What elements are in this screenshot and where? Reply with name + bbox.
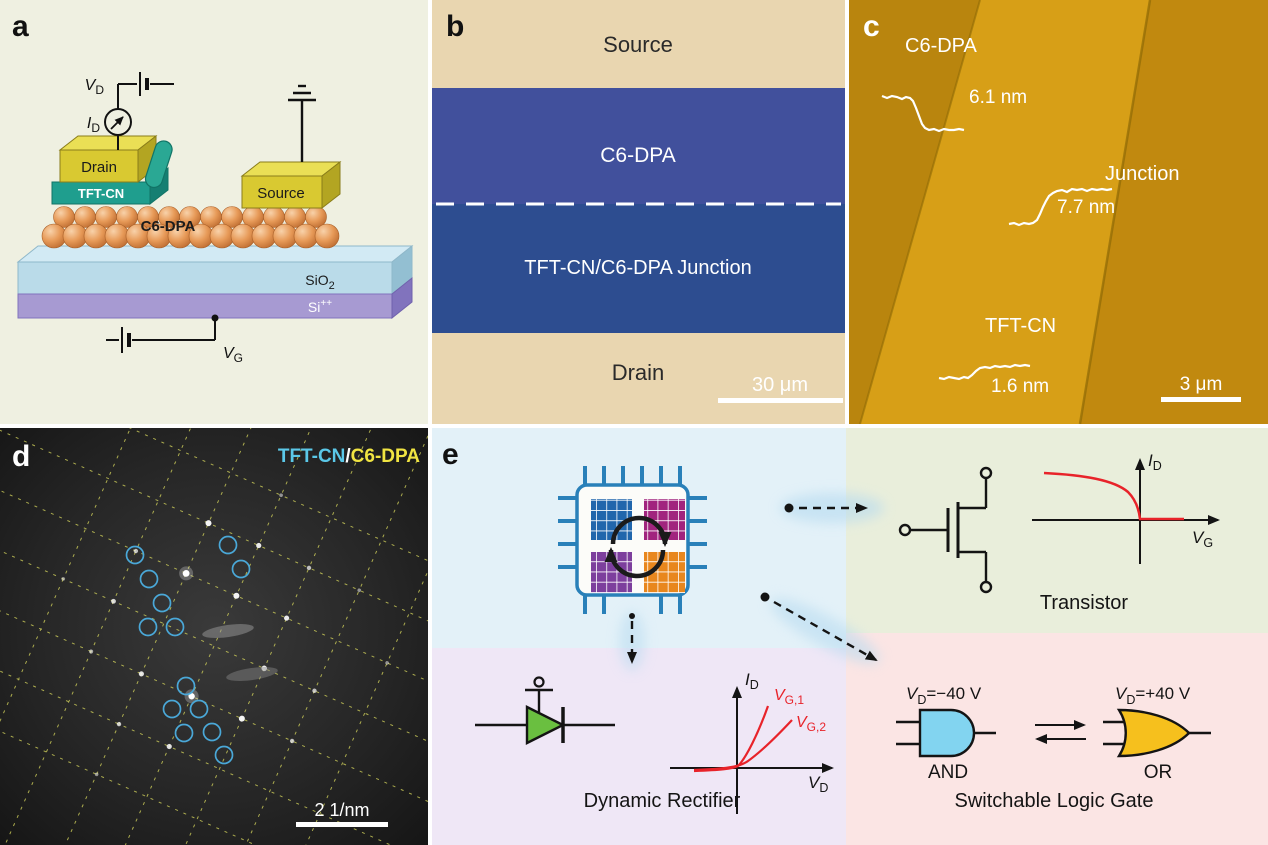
- diode-symbol-icon: [475, 676, 615, 745]
- vd-pos-label: VD=+40 V: [1115, 684, 1191, 707]
- drain-region-label: Drain: [612, 360, 665, 385]
- source-electrode: [240, 160, 342, 210]
- scalebar-text: 2 1/nm: [314, 800, 369, 820]
- or-gate-label: OR: [1144, 762, 1173, 783]
- dashed-connectors: [627, 503, 878, 664]
- panel-e-applications-schematic: e: [432, 428, 1268, 845]
- rectifier-iv-graph: ID VD VG,1 VG,2: [670, 670, 834, 814]
- scalebar-text: 30 μm: [752, 374, 808, 396]
- transistor-symbol-icon: [898, 466, 993, 594]
- terrace-edge-2: [1078, 0, 1152, 424]
- panel-a-label: a: [12, 10, 29, 43]
- step-height-2: 7.7 nm: [1057, 197, 1115, 218]
- vd-axis-label: VD: [808, 773, 828, 795]
- panel-b-optical-image: b Source C6-DPA TFT-CN/C6-DPA Junction D…: [432, 0, 845, 424]
- logic-caption: Switchable Logic Gate: [954, 790, 1153, 812]
- scalebar: [1161, 397, 1241, 402]
- source-label: Source: [257, 185, 305, 202]
- panel-d-diffraction-pattern: d TFT-CN/C6-DPA 2 1/nm: [0, 428, 428, 845]
- rectifier-caption: Dynamic Rectifier: [584, 790, 741, 812]
- drain-circuit-wires: [117, 72, 174, 150]
- terrace-edge-1: [859, 0, 981, 424]
- source-region-label: Source: [603, 32, 673, 57]
- reciprocal-lattice-grid: [0, 428, 428, 845]
- drain-label: Drain: [81, 159, 117, 176]
- molecule-cylinder-icon: [144, 140, 173, 189]
- chip-pins: [558, 466, 707, 614]
- id-label: ID: [87, 115, 100, 135]
- or-gate-icon: [1103, 708, 1211, 758]
- profile-tftcn: [938, 363, 1031, 381]
- si-label: Si++: [308, 298, 332, 315]
- ground-icon: [288, 84, 316, 162]
- panel-a-device-schematic: a SiO2 Si++: [0, 0, 428, 424]
- and-gate-label: AND: [928, 762, 968, 783]
- panel-b-label: b: [446, 10, 464, 43]
- vg-label: VG: [223, 345, 243, 365]
- gate-circuit-wires: [106, 318, 216, 353]
- id-axis-label: ID: [745, 670, 759, 692]
- junction-region-label: TFT-CN/C6-DPA Junction: [524, 257, 751, 279]
- step-height-3: 1.6 nm: [991, 376, 1049, 397]
- scalebar: [718, 398, 843, 403]
- phase-legend: TFT-CN/C6-DPA: [278, 446, 420, 467]
- c6dpa-monolayer-spheres: [41, 206, 340, 249]
- junction-stripe: [432, 204, 845, 333]
- current-meter-icon: [104, 108, 132, 136]
- c6dpa-stripe: [432, 88, 845, 204]
- vd-neg-label: VD=−40 V: [906, 684, 982, 707]
- panel-d-label: d: [12, 440, 30, 473]
- beam-streak-2: [226, 667, 278, 681]
- step-height-1: 6.1 nm: [969, 87, 1027, 108]
- junction-terrace-label: Junction: [1105, 163, 1180, 185]
- gate-contact-dot: [211, 314, 219, 322]
- afm-right-terrace: [1080, 0, 1268, 424]
- sio2-label: SiO2: [305, 272, 334, 292]
- diffraction-spots: [61, 493, 389, 777]
- c6dpa-region-label: C6-DPA: [600, 144, 675, 167]
- vg1-curve-label: VG,1: [774, 687, 804, 707]
- transfer-curve-graph: ID VG: [1032, 451, 1220, 564]
- and-gate-icon: [896, 708, 996, 758]
- afm-bright-band: [860, 0, 1150, 424]
- cycle-arrows-icon: [604, 515, 672, 579]
- chip-icon: [558, 466, 707, 614]
- vg2-curve-label: VG,2: [796, 714, 826, 734]
- panel-c-label: c: [863, 10, 880, 43]
- panel-c-afm-image: c C6-DPA 6.1 nm Junction 7.7 nm TFT-CN 1…: [849, 0, 1268, 424]
- tftcn-terrace-label: TFT-CN: [985, 315, 1056, 337]
- vd-label: VD: [85, 77, 105, 97]
- c6dpa-terrace-label: C6-DPA: [905, 35, 978, 57]
- beam-streak-1: [202, 624, 254, 638]
- rectifier-quadrant-bg: [432, 648, 846, 845]
- id-axis-label: ID: [1148, 451, 1162, 473]
- transistor-caption: Transistor: [1040, 592, 1129, 614]
- scalebar-text: 3 μm: [1180, 374, 1223, 395]
- c6dpa-label: C6-DPA: [141, 218, 196, 235]
- si-slab: [17, 276, 413, 320]
- tftcn-spot-circles: [125, 535, 251, 765]
- height-profiles: [881, 94, 1113, 381]
- profile-c6dpa: [881, 94, 965, 133]
- panel-e-label: e: [442, 438, 459, 471]
- scalebar: [296, 822, 388, 827]
- drain-electrode: [58, 134, 158, 184]
- sio2-slab: [16, 244, 414, 296]
- profile-junction: [1008, 187, 1113, 227]
- equilibrium-arrows-icon: [1035, 720, 1086, 744]
- tftcn-label: TFT-CN: [78, 186, 124, 201]
- vg-axis-label: VG: [1192, 528, 1213, 550]
